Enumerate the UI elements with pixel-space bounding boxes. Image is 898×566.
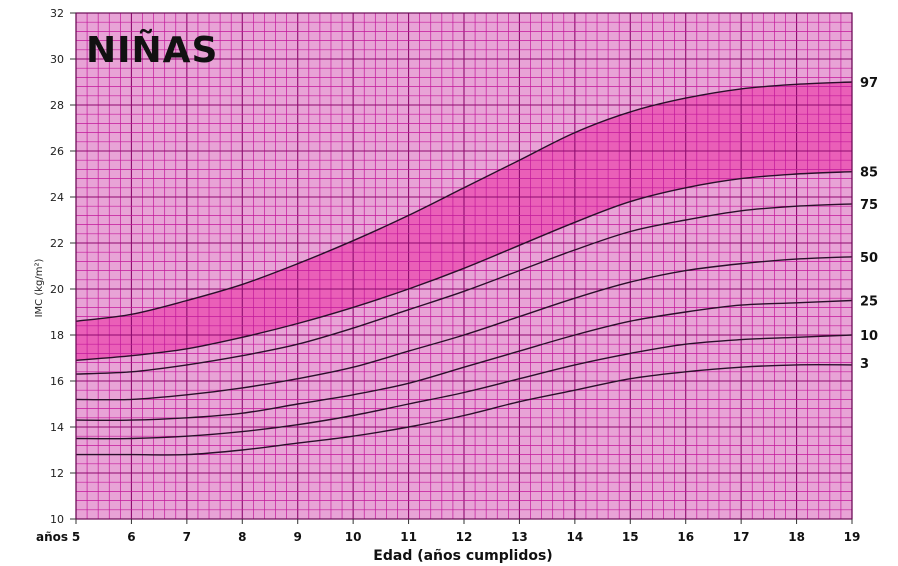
x-tick-label: 15: [622, 530, 639, 544]
percentile-label-25: 25: [860, 295, 878, 310]
percentile-label-85: 85: [860, 166, 878, 181]
percentile-curve-85: [75, 171, 853, 361]
x-tick-labels: 5 6 7 8 9 10 11 12 13 14 15 16 17 18 19: [72, 519, 861, 544]
x-tick-label: 7: [183, 530, 191, 544]
percentile-curves: [75, 81, 853, 456]
x-tick-label: 9: [294, 530, 302, 544]
percentile-curve-50: [75, 256, 853, 401]
y-tick-label: 16: [50, 375, 64, 388]
x-tick-label: 16: [677, 530, 694, 544]
percentile-labels: 97 85 75 50 25 10 3: [860, 76, 878, 372]
percentile-curve-97: [75, 81, 853, 322]
x-tick-label: 8: [238, 530, 246, 544]
x-tick-label: 19: [844, 530, 861, 544]
y-tick-label: 28: [50, 99, 64, 112]
x-tick-label: 18: [788, 530, 805, 544]
percentile-label-3: 3: [860, 357, 869, 372]
y-tick-label: 12: [50, 467, 64, 480]
y-tick-label: 20: [50, 283, 64, 296]
percentile-curve-75: [75, 203, 853, 375]
percentile-curve-3: [76, 364, 853, 456]
x-tick-label: 13: [511, 530, 528, 544]
percentile-curve-10: [75, 334, 853, 440]
chart-title: NIÑAS: [86, 29, 218, 71]
x-tick-label: 14: [567, 530, 584, 544]
y-axis-label: IMC (kg/m²): [34, 259, 45, 318]
percentile-label-50: 50: [860, 251, 878, 266]
y-tick-label: 24: [50, 191, 64, 204]
x-tick-label: 17: [733, 530, 750, 544]
y-tick-labels: 10 12 14 16 18 20 22 24 26 28 30 32: [50, 7, 76, 526]
percentile-label-10: 10: [860, 329, 878, 344]
y-tick-label: 22: [50, 237, 64, 250]
y-tick-label: 30: [50, 53, 64, 66]
y-tick-label: 10: [50, 513, 64, 526]
x-axis-label: Edad (años cumplidos): [373, 548, 552, 564]
x-tick-label: 5: [72, 530, 80, 544]
y-tick-label: 14: [50, 421, 64, 434]
y-tick-label: 18: [50, 329, 64, 342]
x-tick-label: 10: [345, 530, 362, 544]
x-axis-prefix: años: [36, 530, 68, 544]
x-tick-label: 11: [400, 530, 417, 544]
y-tick-label: 26: [50, 145, 64, 158]
percentile-label-75: 75: [860, 198, 878, 213]
x-tick-label: 12: [456, 530, 473, 544]
y-tick-label: 32: [50, 7, 64, 20]
percentile-curve-25: [75, 299, 853, 421]
percentile-label-97: 97: [860, 76, 878, 91]
x-tick-label: 6: [127, 530, 135, 544]
